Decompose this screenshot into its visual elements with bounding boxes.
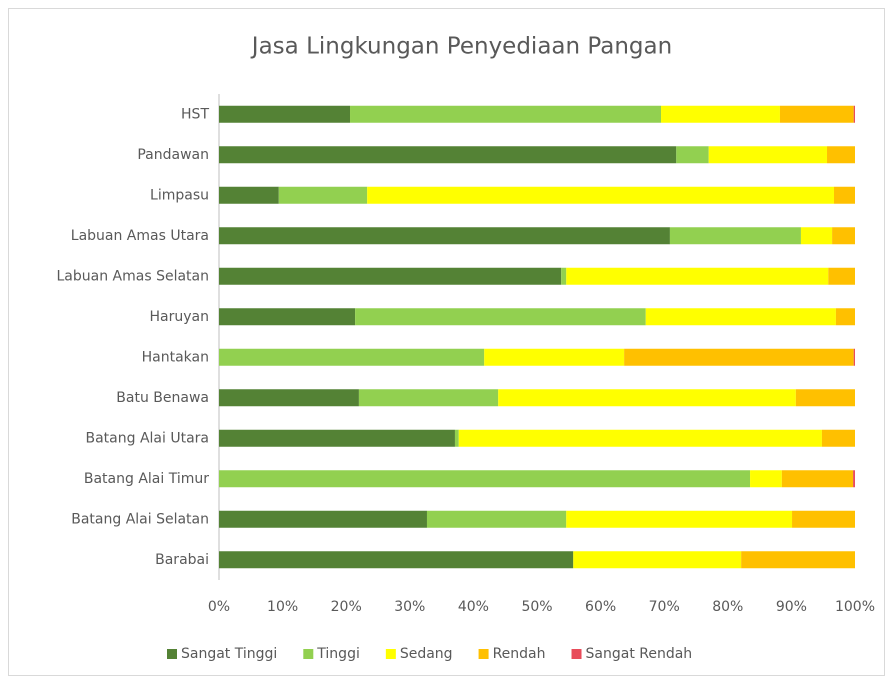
y-tick-label: Labuan Amas Selatan: [57, 268, 210, 284]
bar-segment: [350, 105, 662, 123]
legend-swatch: [303, 649, 314, 659]
bar-segment: [219, 429, 455, 447]
legend-label: Sangat Rendah: [586, 646, 693, 662]
x-tick-label: 80%: [712, 599, 743, 615]
legend-label: Tinggi: [316, 646, 360, 662]
bar-segment: [781, 470, 854, 488]
bar-segment: [278, 186, 368, 204]
bar-segment: [219, 105, 351, 123]
bar-segment: [498, 389, 796, 407]
y-tick-label: Batang Alai Timur: [84, 471, 209, 487]
x-tick-label: 50%: [521, 599, 552, 615]
bar-segment: [795, 389, 855, 407]
x-tick-label: 10%: [267, 599, 298, 615]
bar-segment: [458, 429, 822, 447]
y-tick-label: Batu Benawa: [116, 390, 209, 406]
bar-segment: [573, 551, 742, 569]
bar-segment: [853, 348, 855, 366]
y-tick-label: Haruyan: [150, 309, 209, 325]
bar-segment: [669, 227, 801, 245]
bar-segment: [792, 510, 855, 528]
bar-segment: [779, 105, 854, 123]
x-tick-label: 100%: [835, 599, 875, 615]
legend-label: Rendah: [493, 646, 546, 662]
bar-segment: [800, 227, 833, 245]
legend-swatch: [385, 649, 396, 659]
bar-segment: [827, 146, 855, 164]
bar-segment: [750, 470, 782, 488]
bar-segment: [624, 348, 854, 366]
bar-segment: [367, 186, 835, 204]
x-tick-label: 40%: [458, 599, 489, 615]
bar-segment: [828, 267, 855, 285]
x-tick-label: 90%: [776, 599, 807, 615]
bar-segment: [834, 186, 855, 204]
bar-segment: [853, 470, 855, 488]
bar-segment: [355, 308, 646, 326]
legend-label: Sedang: [400, 646, 453, 662]
bar-segment: [219, 227, 670, 245]
bar-segment: [219, 146, 677, 164]
bar-segment: [484, 348, 625, 366]
y-tick-label: Pandawan: [137, 147, 209, 163]
x-tick-label: 20%: [331, 599, 362, 615]
bar-segment: [219, 510, 427, 528]
bar-segment: [219, 186, 279, 204]
chart-title: Jasa Lingkungan Penyediaan Pangan: [250, 34, 672, 60]
x-tick-label: 70%: [649, 599, 680, 615]
y-tick-label: Hantakan: [142, 349, 209, 365]
legend-swatch: [571, 649, 582, 659]
legend-label: Sangat Tinggi: [181, 646, 277, 662]
bar-segment: [219, 389, 359, 407]
bar-segment: [835, 308, 855, 326]
bar-segment: [676, 146, 709, 164]
bar-segment: [358, 389, 499, 407]
bar-segment: [566, 510, 793, 528]
bar-segment: [219, 348, 485, 366]
x-tick-label: 0%: [208, 599, 230, 615]
bar-segment: [219, 308, 356, 326]
y-tick-label: Labuan Amas Utara: [71, 228, 209, 244]
bar-segment: [454, 429, 459, 447]
bar-segment: [645, 308, 836, 326]
bar-segment: [426, 510, 567, 528]
bar-segment: [219, 267, 562, 285]
bar-segment: [832, 227, 855, 245]
bar-segment: [661, 105, 780, 123]
x-tick-label: 30%: [394, 599, 425, 615]
bar-segment: [566, 267, 829, 285]
bar-segment: [219, 470, 751, 488]
bar-segment: [741, 551, 855, 569]
bar-segment: [561, 267, 567, 285]
y-tick-label: Limpasu: [150, 187, 209, 203]
y-tick-label: HST: [181, 106, 209, 122]
legend-swatch: [478, 649, 489, 659]
legend-swatch: [167, 649, 177, 659]
bar-segment: [219, 551, 574, 569]
y-tick-label: Batang Alai Selatan: [71, 511, 209, 527]
bar-segment: [821, 429, 855, 447]
bar-segment: [708, 146, 828, 164]
y-tick-label: Barabai: [155, 552, 209, 568]
x-tick-label: 60%: [585, 599, 616, 615]
y-tick-label: Batang Alai Utara: [86, 430, 210, 446]
bar-segment: [853, 105, 855, 123]
